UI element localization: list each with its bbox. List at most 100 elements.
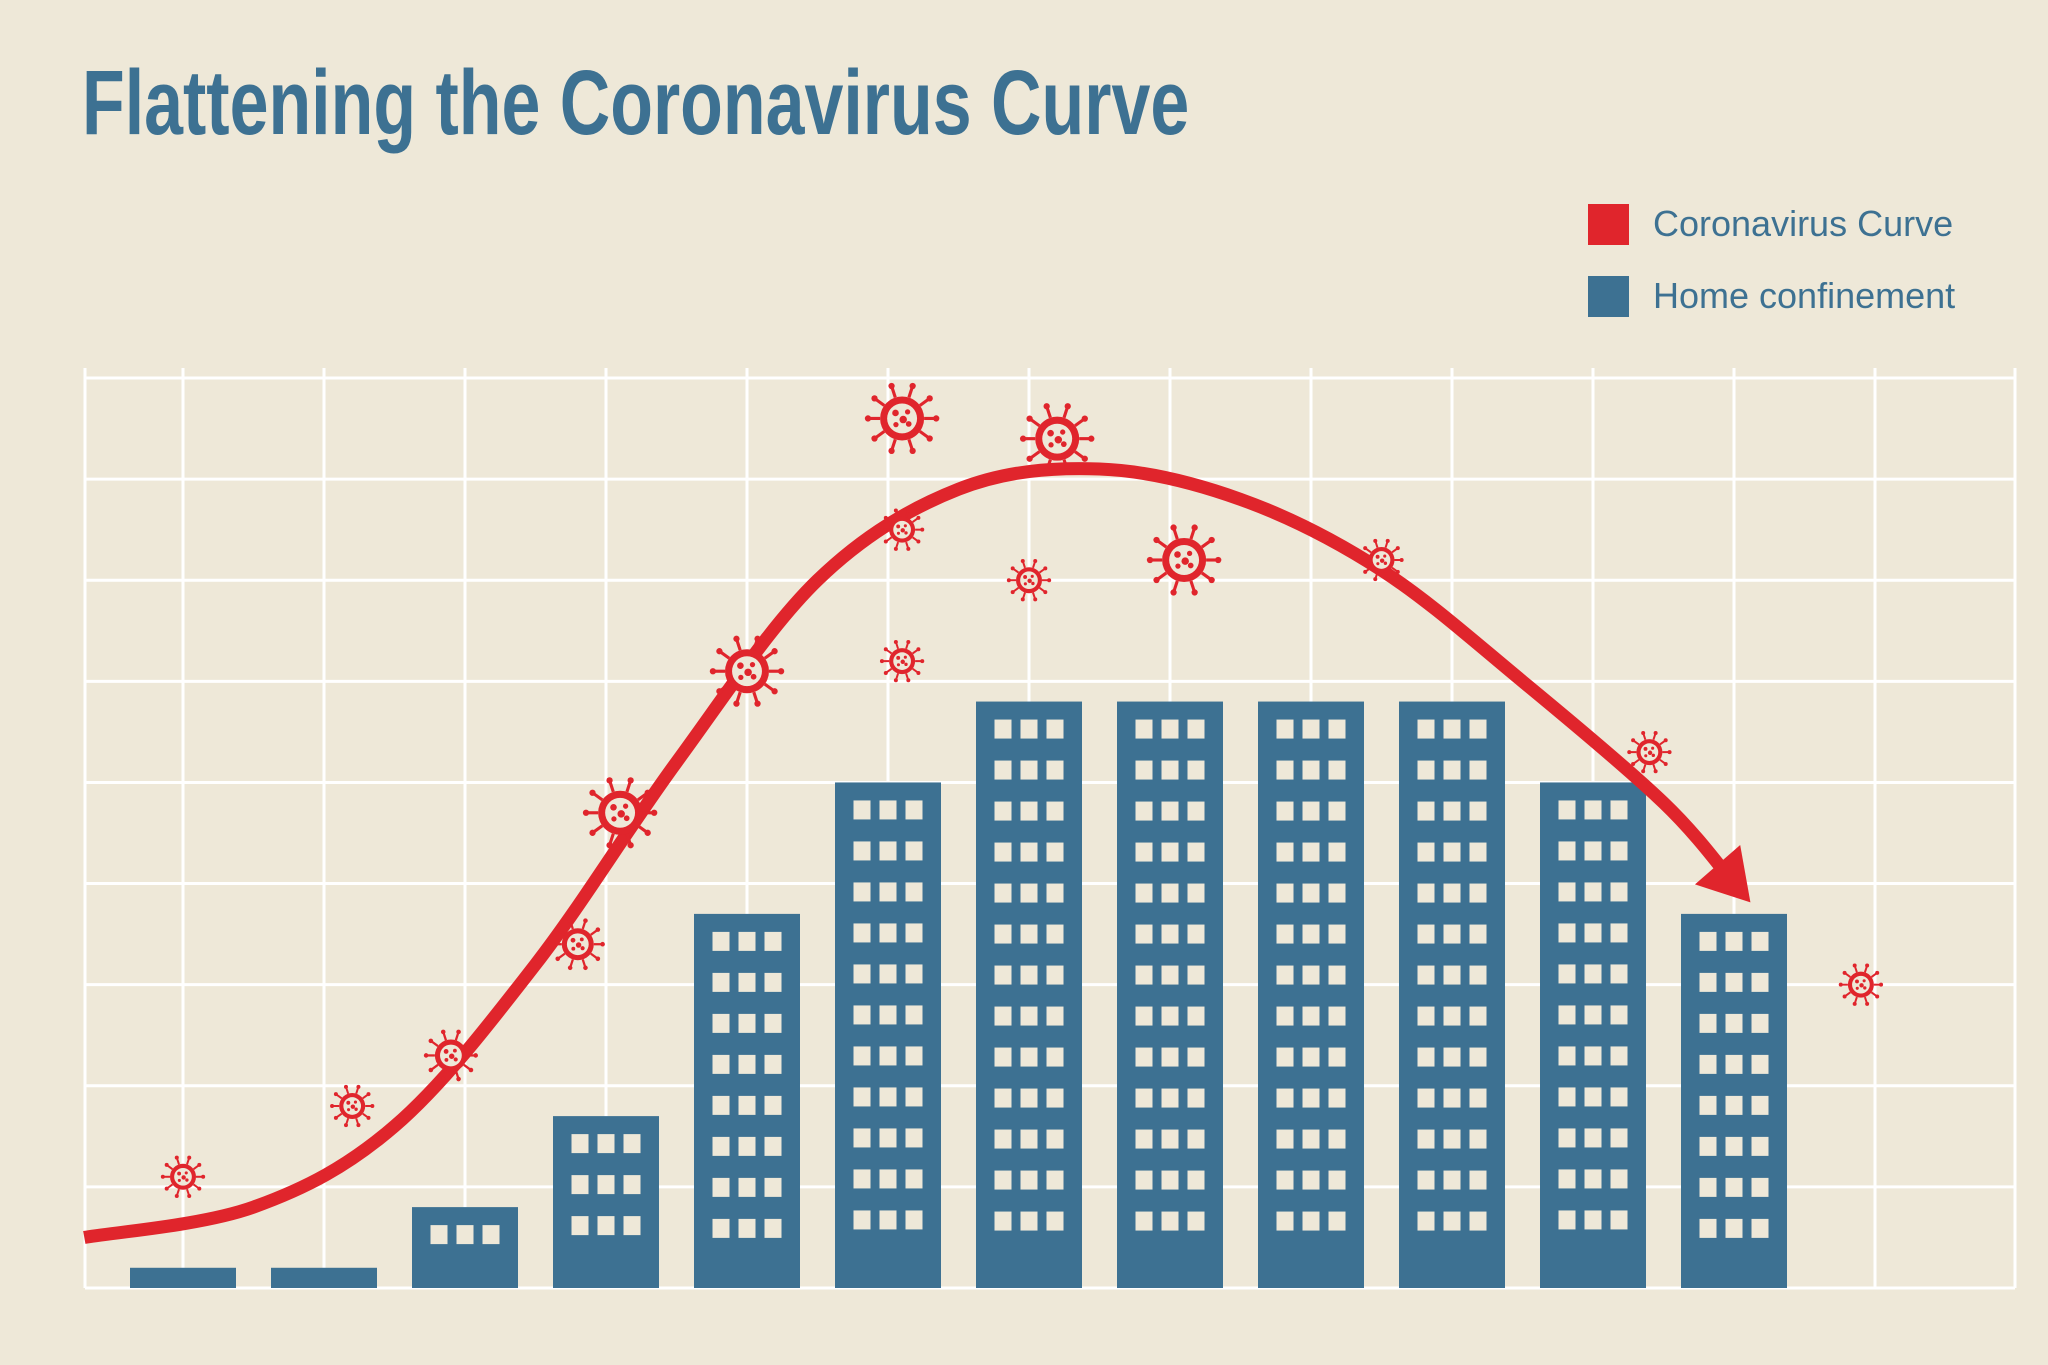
virus-spike-tip [1363,546,1368,551]
building-window [764,1177,782,1197]
building-window [1046,1211,1064,1231]
virus-dot [617,810,625,818]
building-window [1469,924,1487,944]
building-window [905,1005,923,1025]
building-window [1020,1211,1038,1231]
building-window [1469,1129,1487,1149]
virus-dot [1383,554,1387,558]
virus-icon [550,918,605,971]
building-window [994,883,1012,903]
building-window [738,972,756,992]
building-window [764,1218,782,1238]
virus-spike-tip [600,941,605,947]
building-window [1417,1211,1435,1231]
virus-spike-tip [1215,556,1222,564]
virus-spike-tip [423,1053,429,1058]
virus-dot [738,674,744,681]
virus-spike-tip [906,678,911,683]
virus-spike-tip [174,1155,179,1160]
virus-spike-tip [160,1174,165,1179]
virus-spike-tip [1641,730,1646,735]
building-window [1135,1129,1153,1149]
virus-spike-tip [716,648,723,655]
virus-icon [582,777,658,849]
building-window [1046,1088,1064,1108]
virus-spike-tip [1852,963,1857,968]
virus-spike-tip [1081,455,1088,462]
virus-dot [904,531,908,535]
building-window [1610,841,1628,861]
virus-dot [899,415,907,424]
bar [1540,782,1646,1288]
legend: Coronavirus Curve Home confinement [1588,200,1955,344]
virus-spike-tip [1043,590,1048,595]
building-window [1161,924,1179,944]
building-window [1161,719,1179,739]
virus-spike-tip [1191,589,1198,596]
building-window [1020,1088,1038,1108]
building-window [1558,923,1576,943]
virus-dot [177,1171,182,1176]
building-window [1584,1210,1602,1230]
building-icon [271,1267,377,1288]
building-window [1328,883,1346,903]
virus-dot [1383,561,1388,565]
building-window [1135,801,1153,821]
virus-spike-tip [440,1076,446,1082]
building-window [1302,965,1320,985]
virus-dot [905,421,912,427]
building-window [1276,1088,1294,1108]
bars [130,701,1787,1288]
building-window [994,1088,1012,1108]
curve [83,462,1751,1244]
building-window [1558,964,1576,984]
building-icon [835,782,941,1288]
virus-spike-tip [606,777,613,784]
virus-spike-tip [1385,577,1390,582]
virus-spike-tip [428,1038,434,1044]
building-window [1584,841,1602,861]
building-window [738,931,756,951]
virus-spike-tip [583,965,588,971]
virus-dot [623,815,630,822]
building-window [853,923,871,943]
virus-dot [181,1175,186,1180]
building-window [853,1128,871,1148]
building-icon [1540,782,1646,1288]
building-window [1725,1013,1743,1033]
legend-item-coronavirus-curve: Coronavirus Curve [1588,200,1955,248]
building-window [764,1013,782,1033]
building-window [1276,1170,1294,1190]
building-window [1020,801,1038,821]
virus-spike-tip [883,515,888,520]
virus-spike-tip [330,1104,335,1108]
virus-spike-tip [1865,963,1870,968]
building-window [853,1169,871,1189]
building-window [853,800,871,820]
building-window [905,841,923,861]
virus-spike-tip [164,1186,169,1191]
building-window [1699,931,1717,951]
virus-spike-tip [366,1092,371,1097]
virus-spike-tip [1020,559,1025,564]
virus-dot [350,1104,356,1109]
virus-dot [611,816,617,822]
virus-icon [864,382,940,455]
building-window [764,931,782,951]
building-window [1276,801,1294,821]
building-window [1699,1218,1717,1238]
virus-spike-tip [473,1053,478,1058]
building-window [1161,1006,1179,1026]
building-window [1135,1047,1153,1067]
building-window [1302,1088,1320,1108]
virus-spike-tip [754,700,761,707]
building-window [1135,1006,1153,1026]
building-window [994,801,1012,821]
building-window [1610,800,1628,820]
virus-spike-tip [627,777,634,784]
virus-dot [1047,429,1054,437]
building-window [1276,1211,1294,1231]
virus-spike-tip [888,382,895,390]
building-icon [1399,701,1505,1288]
virus-dot [347,1108,351,1112]
